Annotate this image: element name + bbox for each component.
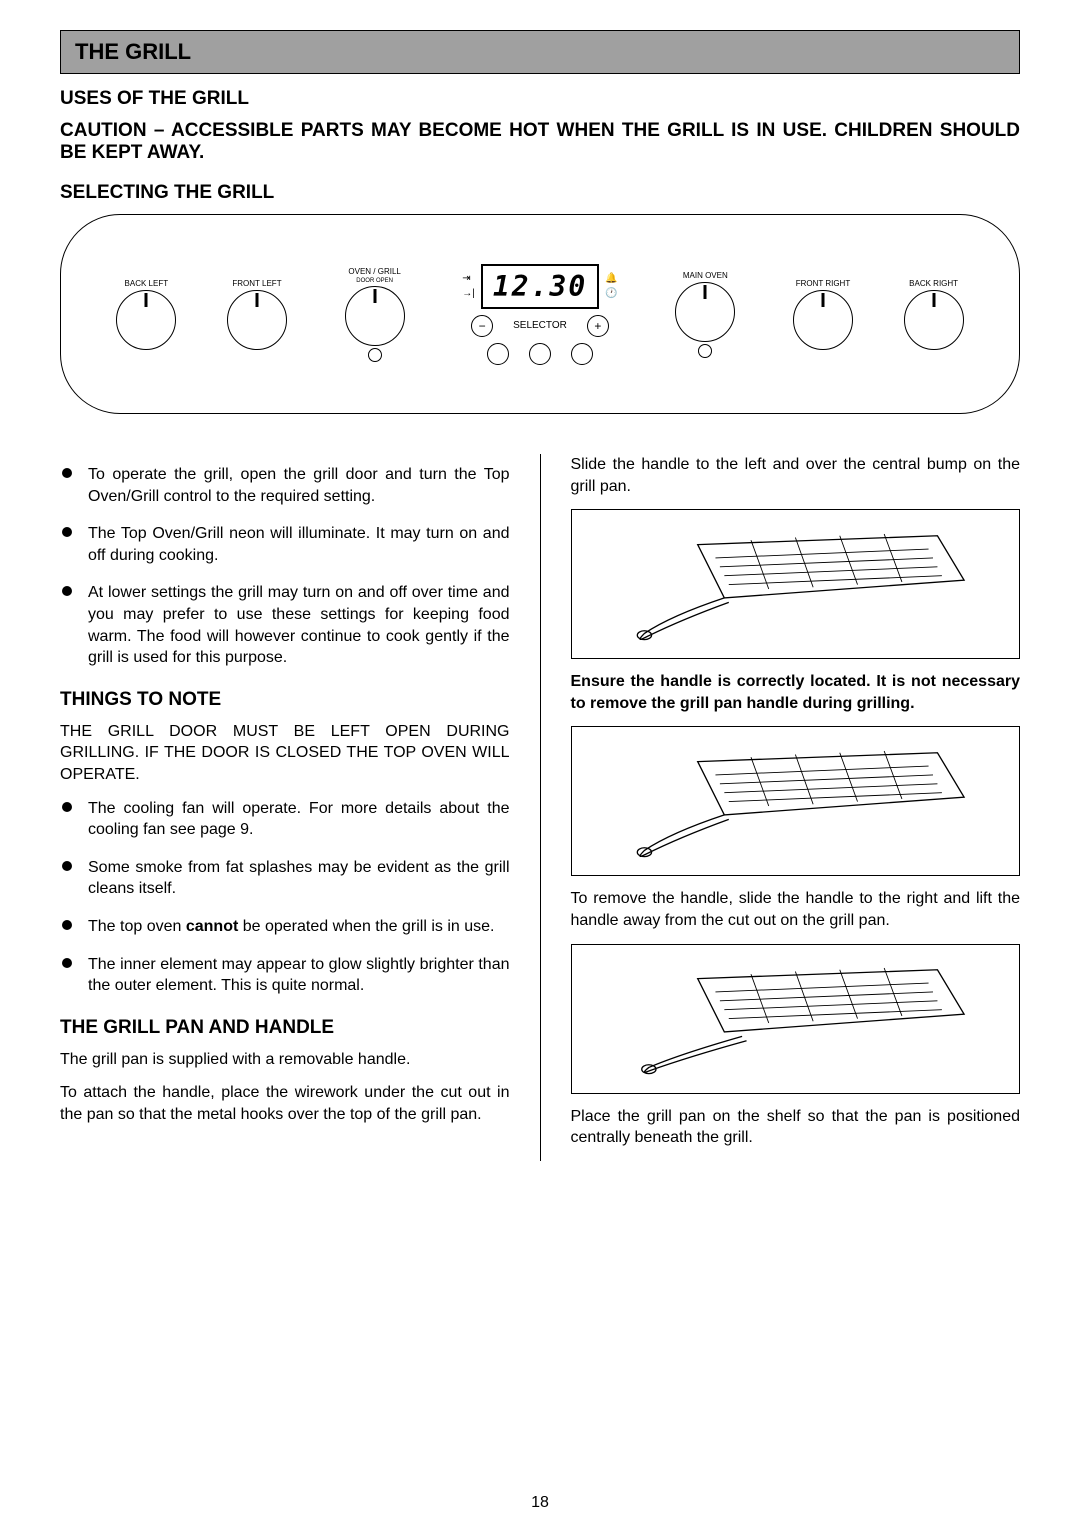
grill-pan-icon [594,735,997,868]
left-column: To operate the grill, open the grill doo… [60,454,510,1161]
grill-pan-icon [594,952,997,1085]
knob-dial-icon [345,286,405,346]
clock-time: 12.30 [481,264,599,309]
knob-back-left: BACK LEFT [116,279,176,350]
plus-button-icon: + [587,315,609,337]
minus-button-icon: − [471,315,493,337]
two-column-layout: To operate the grill, open the grill doo… [60,454,1020,1161]
timer-icon: 🕐 [605,288,617,299]
page-number: 18 [531,1494,549,1512]
selector-row: − SELECTOR + [471,315,609,337]
door-open-label: DOOR OPEN [356,278,393,284]
control-panel: BACK LEFT FRONT LEFT OVEN / GRILL DOOR O… [60,214,1020,414]
circle-icon [529,343,551,365]
clock-area: ⇥ →| 12.30 🔔 🕐 − SELECTOR + [462,264,617,365]
place-text: Place the grill pan on the shelf so that… [571,1106,1021,1149]
bullet-list-2: The cooling fan will operate. For more d… [60,798,510,997]
heading-pan-handle: THE GRILL PAN AND HANDLE [60,1017,510,1039]
heading-selecting: SELECTING THE GRILL [60,182,1020,204]
knob-label: BACK LEFT [125,279,169,288]
column-divider [540,454,541,1161]
text-span: The top oven [88,918,186,935]
circle-icon [487,343,509,365]
selector-circles [487,343,593,365]
knob-back-right: BACK RIGHT [904,279,964,350]
clock-left-icons: ⇥ →| [462,273,475,299]
list-item: The Top Oven/Grill neon will illuminate.… [60,523,510,566]
knob-main-oven: MAIN OVEN [668,271,742,358]
right-column: Slide the handle to the left and over th… [571,454,1021,1161]
knob-oven-grill: OVEN / GRILL DOOR OPEN [338,267,412,362]
knob-dial-icon [793,290,853,350]
bullet-list-1: To operate the grill, open the grill doo… [60,464,510,669]
list-item: To operate the grill, open the grill doo… [60,464,510,507]
knob-label: FRONT RIGHT [796,279,851,288]
indicator-light-icon [368,348,382,362]
knob-label: MAIN OVEN [683,271,728,280]
arrow-right-bar-icon: ⇥ [462,273,475,284]
knob-label: FRONT LEFT [232,279,281,288]
bold-span: cannot [186,918,238,935]
grill-pan-figure-1 [571,509,1021,659]
ensure-text: Ensure the handle is correctly located. … [571,671,1021,714]
knob-dial-icon [675,282,735,342]
grill-pan-figure-2 [571,726,1021,876]
list-item: The top oven cannot be operated when the… [60,916,510,938]
heading-uses: USES OF THE GRILL [60,88,1020,110]
list-item: At lower settings the grill may turn on … [60,582,510,668]
pan-attach-text: To attach the handle, place the wirework… [60,1082,510,1125]
pan-supply-text: The grill pan is supplied with a removab… [60,1049,510,1071]
list-item: The cooling fan will operate. For more d… [60,798,510,841]
list-item: Some smoke from fat splashes may be evid… [60,857,510,900]
knob-front-left: FRONT LEFT [227,279,287,350]
circle-icon [571,343,593,365]
text-span: be operated when the grill is in use. [238,918,494,935]
clock-right-icons: 🔔 🕐 [605,273,617,299]
knob-dial-icon [227,290,287,350]
section-banner: THE GRILL [60,30,1020,74]
knob-dial-icon [116,290,176,350]
caution-text: CAUTION – ACCESSIBLE PARTS MAY BECOME HO… [60,120,1020,164]
grill-pan-icon [594,518,997,651]
knob-label: BACK RIGHT [909,279,958,288]
banner-title: THE GRILL [75,39,191,64]
door-note: THE GRILL DOOR MUST BE LEFT OPEN DURING … [60,721,510,786]
knob-dial-icon [904,290,964,350]
slide-left-text: Slide the handle to the left and over th… [571,454,1021,497]
knob-label: OVEN / GRILL [348,267,400,276]
selector-label: SELECTOR [513,320,567,331]
grill-pan-figure-3 [571,944,1021,1094]
bell-icon: 🔔 [605,273,617,284]
arrow-right-bar-icon: →| [462,288,475,299]
remove-text: To remove the handle, slide the handle t… [571,888,1021,931]
indicator-light-icon [698,344,712,358]
clock-display: ⇥ →| 12.30 🔔 🕐 [462,264,617,309]
heading-things-to-note: THINGS TO NOTE [60,689,510,711]
list-item: The inner element may appear to glow sli… [60,954,510,997]
knob-front-right: FRONT RIGHT [793,279,853,350]
